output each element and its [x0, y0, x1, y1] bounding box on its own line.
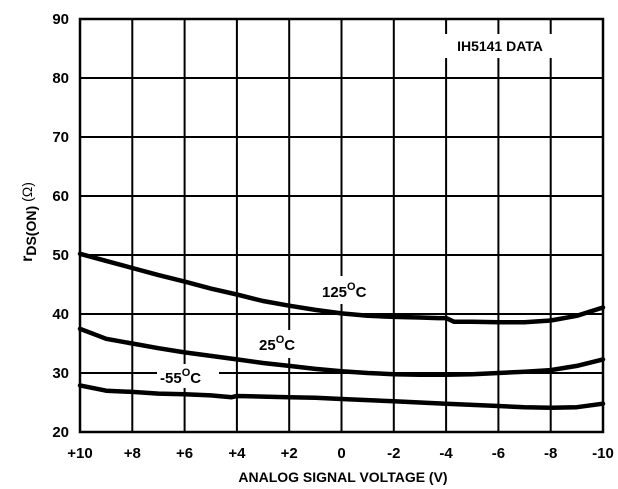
- y-axis-title: rDS(ON) (Ω): [19, 182, 39, 262]
- series-label-background: [157, 364, 219, 388]
- y-tick-label: 70: [52, 129, 69, 146]
- x-tick-label: -2: [387, 445, 400, 462]
- chart-annotation: IH5141 DATA: [457, 38, 543, 54]
- x-tick-label: +6: [176, 445, 193, 462]
- series-label-2: -55OC: [160, 367, 201, 387]
- x-tick-label: -6: [492, 445, 505, 462]
- annotation-layer: IH5141 DATA: [439, 34, 561, 58]
- tick-labels: +10 +8 +6 +4 +2 0 -2 -4 -6 -8 -10 20 30 40 50 60 70 80 90: [52, 11, 614, 462]
- curve-labels: 125OC 25OC -55OC: [157, 276, 384, 388]
- series-label-background: [255, 330, 313, 358]
- y-axis-title-unit: (Ω): [19, 182, 35, 202]
- y-tick-label: 50: [52, 247, 69, 264]
- series-line-0: [77, 251, 606, 325]
- series-line-2: [77, 383, 606, 411]
- x-tick-label: -10: [592, 445, 614, 462]
- y-tick-label: 90: [52, 11, 69, 28]
- y-axis-title-sub: DS(ON): [23, 206, 39, 256]
- x-tick-label: -4: [439, 445, 453, 462]
- series-label-1: 25OC: [259, 334, 295, 354]
- y-tick-label: 60: [52, 188, 69, 205]
- series-label-0: 125OC: [322, 281, 367, 301]
- plot-frame: [78, 17, 605, 434]
- x-tick-label: 0: [337, 445, 345, 462]
- x-tick-label: +8: [124, 445, 141, 462]
- series-layer: [77, 251, 606, 411]
- y-tick-label: 20: [52, 424, 69, 441]
- y-tick-label: 80: [52, 70, 69, 87]
- x-tick-label: +2: [281, 445, 298, 462]
- y-tick-label: 40: [52, 306, 69, 323]
- x-tick-label: +10: [67, 445, 92, 462]
- x-tick-label: +4: [228, 445, 246, 462]
- annotation-background: [439, 34, 561, 58]
- series-line-1: [77, 326, 606, 378]
- y-axis-title-main: r: [19, 256, 36, 262]
- series-label-background: [318, 276, 384, 304]
- y-tick-label: 30: [52, 365, 69, 382]
- x-tick-label: -8: [544, 445, 557, 462]
- x-axis-title: ANALOG SIGNAL VOLTAGE (V): [238, 469, 447, 485]
